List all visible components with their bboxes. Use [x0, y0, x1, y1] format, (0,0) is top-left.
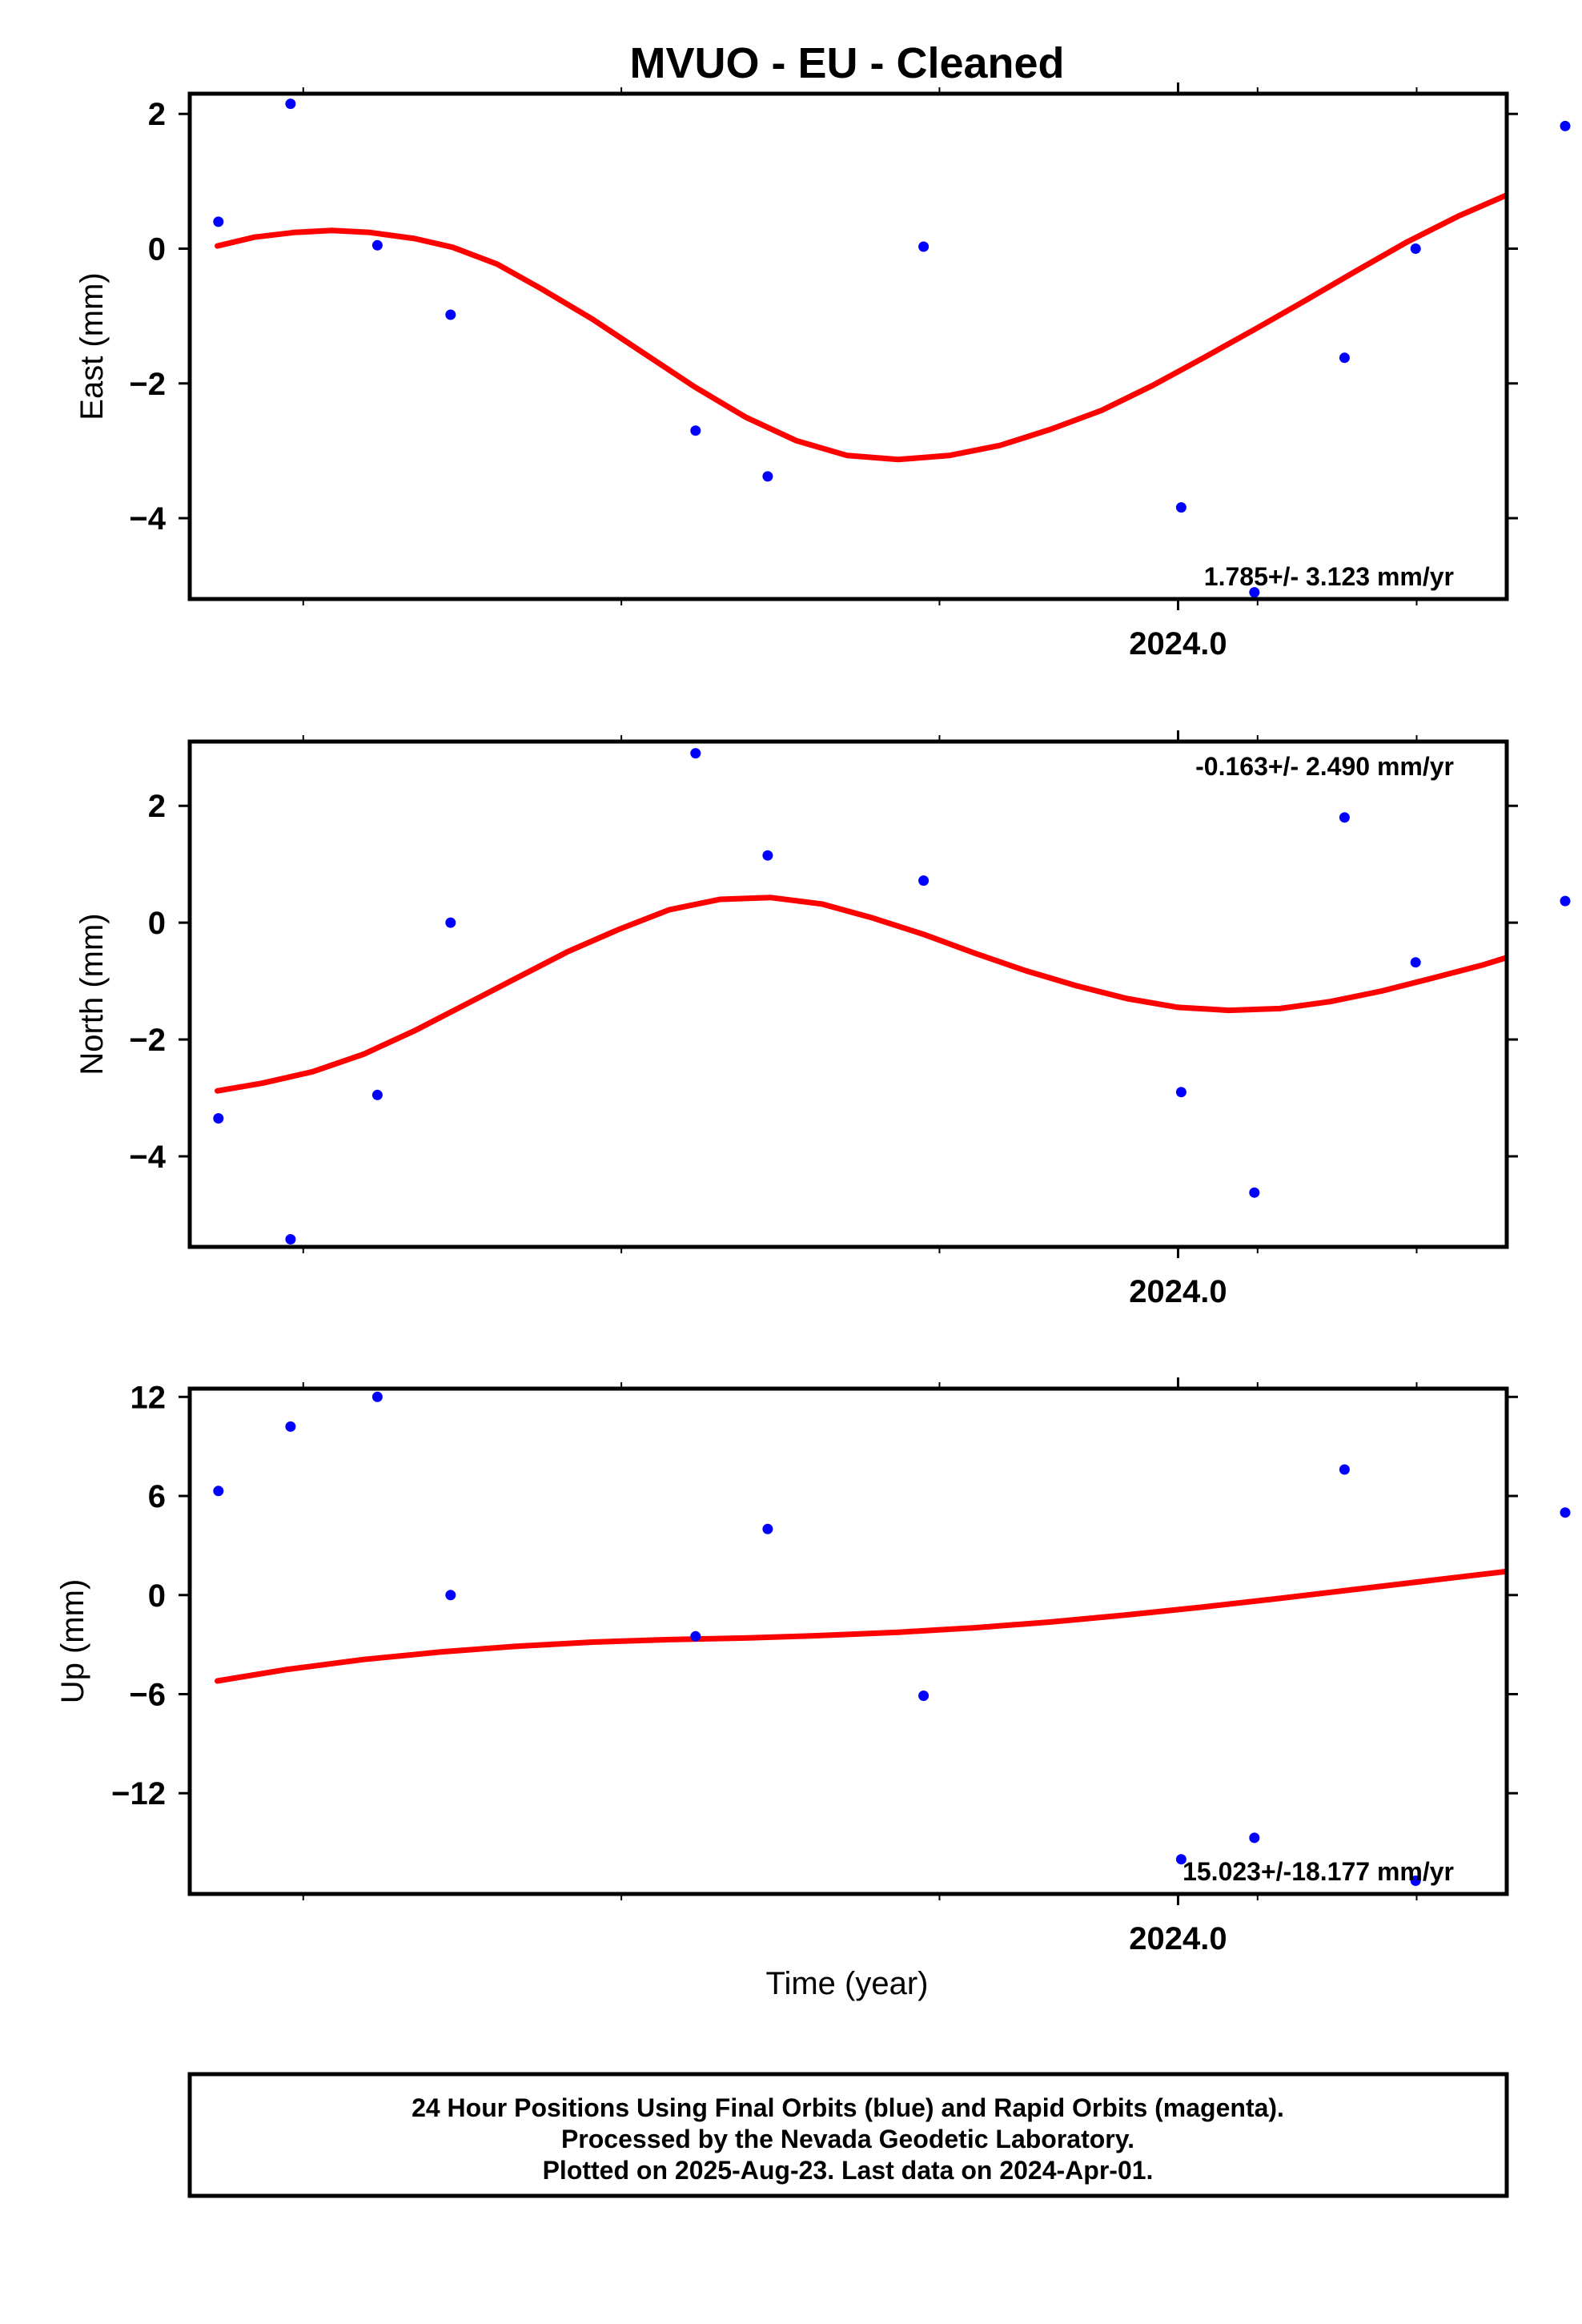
east-data-point	[1410, 243, 1421, 254]
east-plot-frame	[187, 91, 1509, 601]
up-data-point	[1339, 1464, 1350, 1475]
north-plot-frame	[187, 739, 1509, 1249]
north-data-point	[762, 850, 773, 861]
footer-line-1: 24 Hour Positions Using Final Orbits (bl…	[412, 2093, 1284, 2122]
east-x-tick-label: 2024.0	[1129, 626, 1227, 661]
east-y-axis-label: East (mm)	[74, 272, 110, 420]
north-data-point	[445, 917, 456, 928]
up-y-tick-label: −6	[129, 1677, 166, 1712]
north-data-point	[1560, 895, 1571, 907]
up-data-point	[213, 1486, 224, 1497]
east-panel: −4 −2 0 2 2024.0 East (mm) 1.785+/- 3.123 mm/y…	[74, 82, 1571, 661]
east-data-point	[1175, 502, 1186, 513]
east-fit-line	[215, 191, 1507, 463]
north-data-point	[371, 1089, 383, 1100]
x-axis-label: Time (year)	[766, 1966, 929, 2001]
up-data-point	[371, 1391, 383, 1402]
north-data-point	[1410, 957, 1421, 968]
north-panel: −4 −2 0 2 2024.0 North (mm) -0.163+/- 2.490 mm…	[74, 730, 1571, 1309]
up-y-axis-label: Up (mm)	[55, 1579, 90, 1704]
north-rate-annotation: -0.163+/- 2.490 mm/yr	[1195, 752, 1454, 781]
east-data-point	[762, 471, 773, 482]
north-y-tick-label: −2	[129, 1023, 166, 1058]
north-y-axis-label: North (mm)	[74, 913, 110, 1075]
north-x-tick-label: 2024.0	[1129, 1274, 1227, 1309]
up-plot-frame	[187, 1386, 1509, 1896]
north-data-point	[213, 1113, 224, 1124]
east-data-point	[445, 309, 456, 320]
east-data-point	[213, 216, 224, 227]
north-data-point	[1249, 1187, 1260, 1198]
footer-line-2: Processed by the Nevada Geodetic Laborat…	[561, 2125, 1134, 2153]
north-data-point	[918, 875, 930, 887]
east-data-point	[285, 99, 296, 110]
north-data-point	[1175, 1087, 1186, 1098]
east-data-point	[1339, 352, 1350, 364]
up-panel: −12 −6 0 6 12 2024.0 Up (mm) 15.023+/-18.177 mm…	[55, 1377, 1571, 1956]
east-data-point	[690, 425, 701, 436]
up-data-point	[1249, 1832, 1260, 1844]
east-y-tick-label: 0	[148, 232, 166, 267]
up-y-tick-label: 0	[148, 1578, 166, 1614]
up-data-point	[762, 1523, 773, 1534]
north-data-point	[690, 748, 701, 759]
up-x-tick-label: 2024.0	[1129, 1921, 1227, 1956]
up-data-point	[445, 1590, 456, 1601]
north-fit-line	[215, 895, 1507, 1094]
up-y-tick-label: 6	[148, 1479, 166, 1514]
east-y-tick-label: 2	[148, 97, 166, 132]
east-data-point	[918, 241, 930, 252]
east-y-tick-label: −4	[129, 501, 166, 537]
up-data-point	[690, 1630, 701, 1642]
up-data-point	[918, 1691, 930, 1701]
east-rate-annotation: 1.785+/- 3.123 mm/yr	[1204, 562, 1454, 591]
up-rate-annotation: 15.023+/-18.177 mm/yr	[1182, 1857, 1454, 1886]
up-data-point	[1560, 1507, 1571, 1518]
north-y-tick-label: 0	[148, 906, 166, 941]
footer-line-3: Plotted on 2025-Aug-23. Last data on 202…	[543, 2156, 1154, 2185]
north-y-tick-label: 2	[148, 789, 166, 824]
north-data-point	[285, 1234, 296, 1244]
figure-title: MVUO - EU - Cleaned	[629, 39, 1064, 87]
up-y-tick-label: −12	[111, 1776, 166, 1811]
east-data-point	[1560, 120, 1571, 131]
up-data-point	[1175, 1854, 1186, 1865]
east-data-point	[371, 239, 383, 251]
east-y-tick-label: −2	[129, 367, 166, 402]
up-y-tick-label: 12	[130, 1380, 167, 1415]
north-data-point	[1339, 812, 1350, 823]
up-data-point	[1410, 1876, 1421, 1886]
up-data-point	[285, 1421, 296, 1432]
north-y-tick-label: −4	[129, 1140, 166, 1175]
east-data-point	[1249, 587, 1260, 598]
footer-box: 24 Hour Positions Using Final Orbits (bl…	[187, 2072, 1509, 2198]
up-fit-line	[215, 1568, 1507, 1684]
